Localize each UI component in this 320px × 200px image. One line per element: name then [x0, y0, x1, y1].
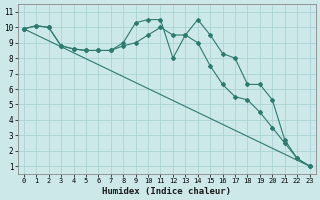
X-axis label: Humidex (Indice chaleur): Humidex (Indice chaleur) [102, 187, 231, 196]
